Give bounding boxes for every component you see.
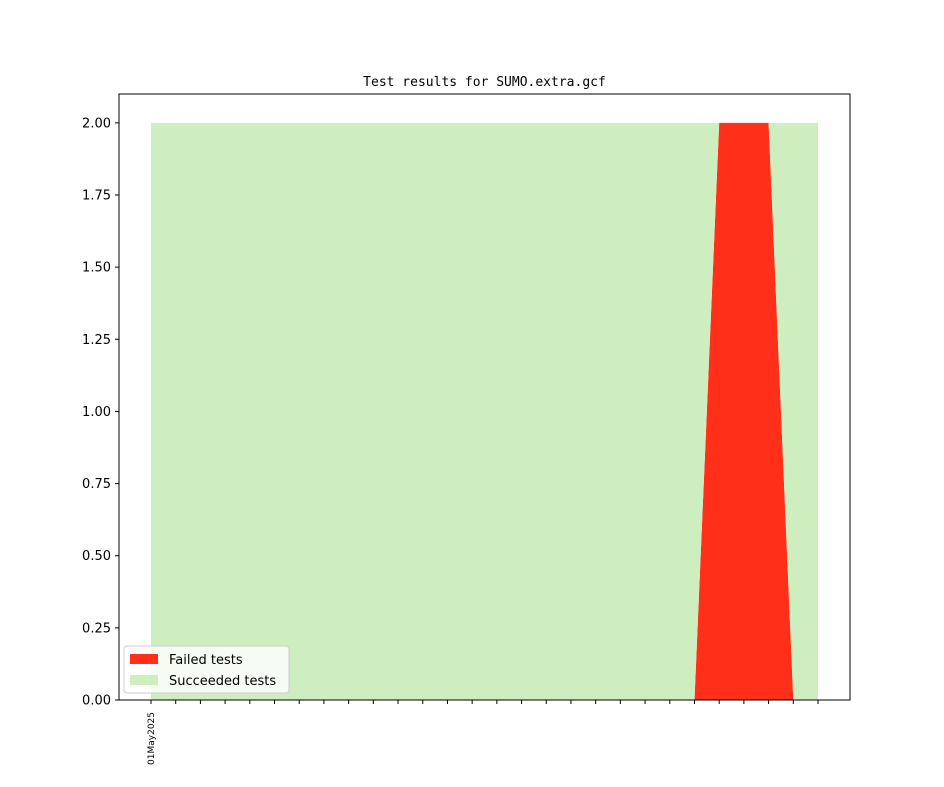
legend-swatch [130, 654, 158, 664]
y-tick-label: 0.25 [82, 621, 111, 636]
area-series-1 [151, 122, 818, 701]
area-series-0 [151, 122, 818, 701]
chart-title: Test results for SUMO.extra.gcf [363, 75, 606, 90]
legend-label: Failed tests [169, 653, 243, 668]
plot-frame [118, 93, 851, 701]
y-tick-label: 1.00 [82, 405, 111, 420]
y-tick-label: 1.50 [82, 261, 111, 276]
y-tick-label: 2.00 [82, 116, 111, 131]
plot-areas [151, 122, 818, 701]
x-axis: 01May2025 [147, 700, 819, 765]
legend-label: Succeeded tests [169, 674, 276, 689]
legend-box [123, 645, 290, 694]
y-tick-label: 1.25 [82, 333, 111, 348]
y-tick-label: 0.50 [82, 549, 111, 564]
legend: Failed tests Succeeded tests [123, 645, 290, 694]
y-axis: 0.00 0.25 0.50 0.75 1.00 1.25 1.50 1.75 2.00 [82, 116, 119, 709]
legend-swatch [130, 675, 158, 685]
y-tick-label: 1.75 [82, 189, 111, 204]
x-tick-label: 01May2025 [147, 712, 157, 765]
y-tick-label: 0.00 [82, 694, 111, 709]
y-tick-label: 0.75 [82, 477, 111, 492]
